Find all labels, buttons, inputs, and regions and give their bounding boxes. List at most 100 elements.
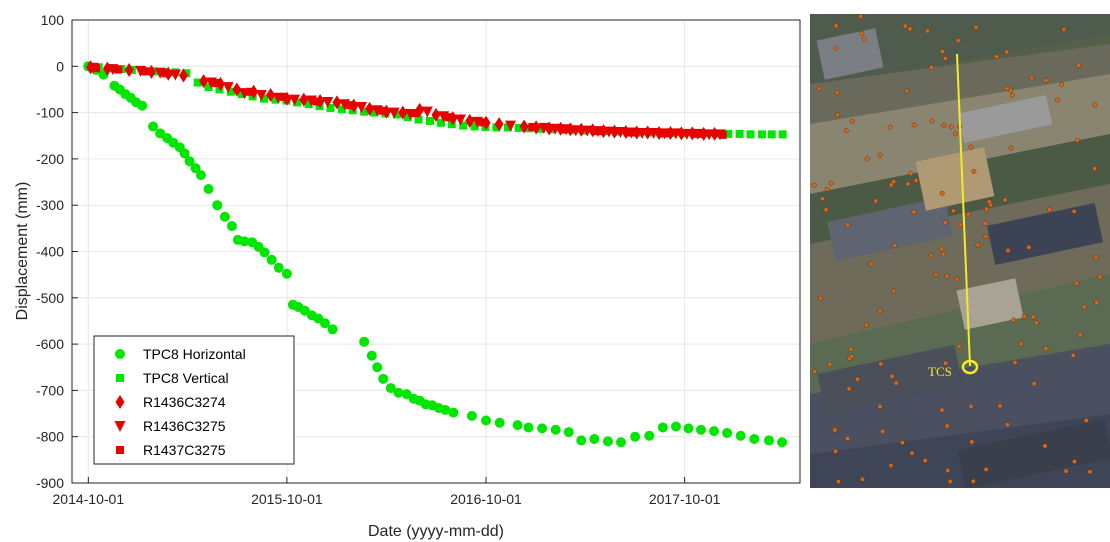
legend-label: TPC8 Vertical (143, 370, 229, 386)
data-point (360, 107, 369, 116)
measurement-point (849, 353, 855, 359)
measurement-point (939, 407, 945, 413)
measurement-point (823, 207, 829, 213)
measurement-point (859, 476, 865, 482)
data-point (273, 262, 284, 273)
data-point (630, 431, 641, 442)
data-point (512, 420, 523, 431)
data-point (481, 415, 492, 426)
data-point (141, 67, 150, 76)
measurement-point (832, 427, 838, 433)
measurement-point (889, 373, 895, 379)
measurement-point (922, 458, 928, 464)
profile-line (956, 53, 971, 367)
measurement-point (1005, 248, 1011, 253)
measurement-point (877, 308, 883, 314)
data-point (414, 115, 423, 124)
measurement-point (939, 49, 945, 54)
data-point (636, 127, 648, 139)
measurement-point (855, 376, 860, 382)
measurement-point (816, 86, 822, 92)
measurement-point (973, 24, 979, 30)
measurement-point (975, 242, 981, 248)
measurement-point (892, 243, 898, 248)
data-point (219, 211, 230, 222)
data-point (403, 113, 412, 122)
x-tick-label: 2017-10-01 (649, 491, 721, 507)
data-point (549, 123, 561, 135)
legend-box (93, 335, 295, 465)
measurement-point (958, 222, 964, 228)
data-point (212, 200, 223, 211)
data-point (537, 124, 546, 133)
satellite-image: TCS (810, 14, 1110, 488)
data-point (401, 389, 412, 400)
measurement-point (951, 208, 956, 214)
data-point (289, 94, 301, 106)
measurement-point (818, 295, 824, 301)
measurement-point (969, 439, 975, 445)
data-point (570, 125, 582, 137)
measurement-point (984, 206, 989, 212)
data-point (260, 94, 269, 103)
data-point (505, 120, 517, 132)
measurement-point (891, 288, 897, 294)
data-point (137, 100, 148, 111)
legend-marker (116, 446, 124, 454)
measurement-point (849, 118, 855, 124)
measurement-point (811, 182, 817, 188)
measurement-point (948, 124, 954, 130)
data-series (83, 60, 788, 448)
data-point (392, 110, 401, 119)
data-point (757, 130, 766, 139)
measurement-point (941, 122, 947, 128)
data-point (466, 410, 477, 421)
measurement-point (968, 403, 974, 409)
measurement-point (833, 23, 839, 29)
data-point (670, 128, 682, 140)
measurement-point (845, 222, 851, 228)
data-point (161, 69, 170, 78)
data-point (226, 221, 237, 232)
data-point (114, 65, 123, 74)
data-point (421, 106, 433, 118)
data-point (179, 148, 190, 159)
measurement-point (1047, 207, 1053, 213)
measurement-point (1074, 137, 1080, 143)
measurement-point (911, 209, 917, 215)
series-r1437c3275 (91, 64, 727, 139)
measurement-point (888, 463, 894, 468)
data-point (550, 424, 561, 435)
y-axis-label: Displacement (mm) (14, 182, 31, 321)
data-point (232, 82, 242, 97)
measurement-point (907, 26, 913, 32)
measurement-point (1072, 459, 1077, 465)
measurement-point (824, 186, 830, 192)
measurement-point (1031, 381, 1037, 387)
measurement-point (819, 196, 825, 202)
measurement-point (928, 64, 934, 70)
measurement-point (1008, 87, 1014, 93)
measurement-point (1059, 81, 1065, 87)
data-point (724, 129, 733, 138)
legend-label: R1437C3275 (143, 442, 226, 458)
data-point (602, 436, 613, 447)
data-point (778, 130, 787, 139)
measurement-point (939, 190, 945, 196)
data-point (465, 113, 475, 128)
measurement-point (971, 168, 977, 174)
data-point (239, 236, 250, 247)
measurement-point (835, 112, 840, 118)
data-point (735, 430, 746, 441)
data-point (279, 92, 288, 101)
data-point (648, 127, 660, 139)
y-tick-label: -100 (36, 105, 64, 121)
measurement-point (939, 246, 945, 252)
measurement-point (887, 124, 893, 130)
measurement-point (944, 423, 950, 429)
measurement-point (925, 28, 930, 34)
measurement-point (1042, 443, 1048, 449)
legend-marker (115, 395, 125, 409)
measurement-point (956, 343, 962, 349)
measurement-point (970, 478, 976, 484)
